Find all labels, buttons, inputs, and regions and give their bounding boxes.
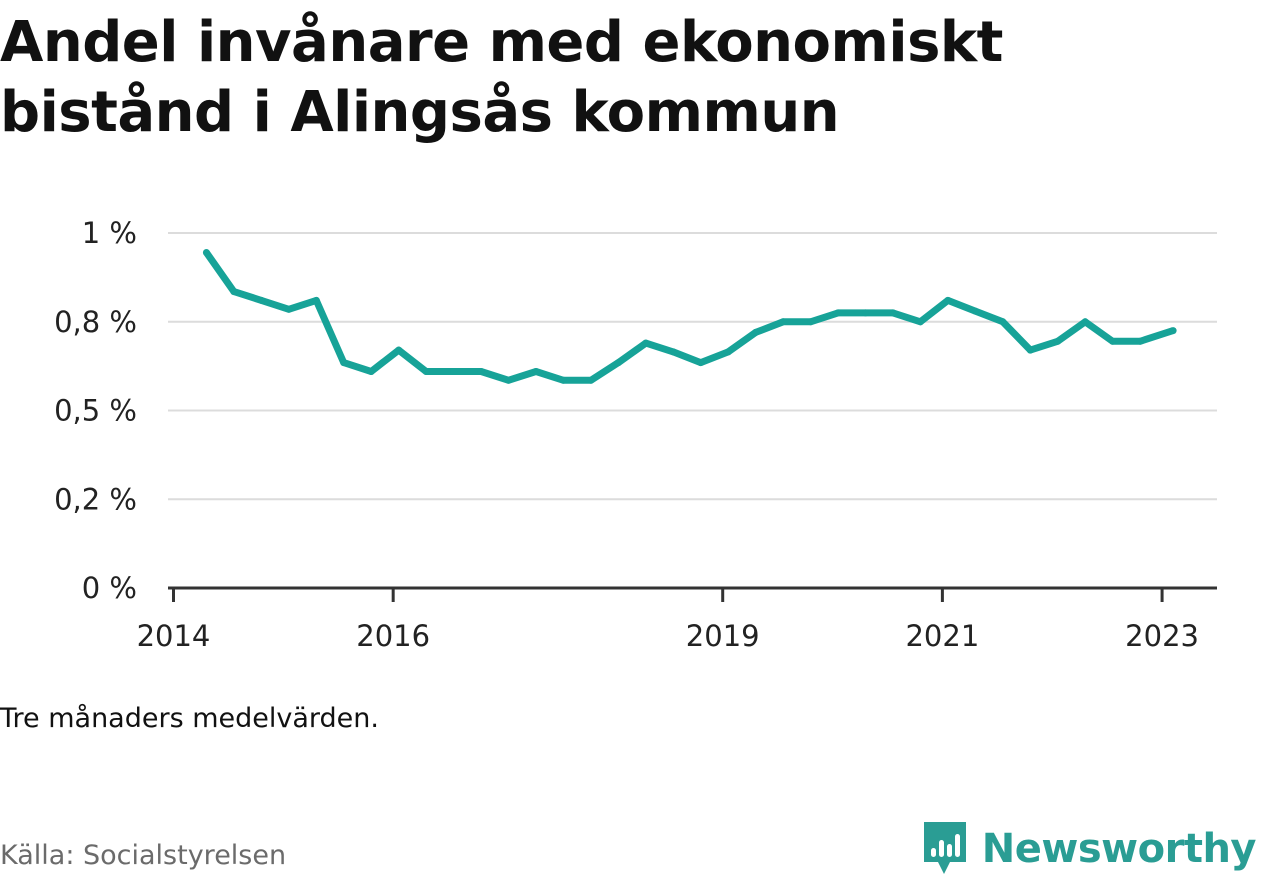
- data-point: [669, 348, 677, 356]
- brand-name: Newsworthy: [981, 826, 1257, 872]
- data-point: [340, 359, 348, 367]
- data-point: [257, 296, 265, 304]
- series-group: [202, 249, 1177, 384]
- newsworthy-logo-icon: [923, 822, 966, 874]
- data-point: [1169, 327, 1177, 335]
- data-point: [724, 348, 732, 356]
- data-point: [559, 376, 567, 384]
- data-point: [312, 296, 320, 304]
- x-tick-label: 2016: [356, 619, 430, 653]
- x-axis: 2014 2016 2019 2021 2023: [137, 586, 1217, 653]
- x-tick-label: 2014: [137, 619, 211, 653]
- data-point: [1081, 318, 1089, 326]
- data-point: [450, 368, 458, 375]
- data-point: [1054, 337, 1062, 345]
- grid-lines: [168, 232, 1217, 501]
- data-point: [422, 368, 430, 375]
- data-point: [916, 318, 924, 326]
- data-point: [889, 309, 897, 317]
- x-tick-label: 2023: [1125, 619, 1199, 653]
- data-point: [614, 359, 622, 367]
- data-point: [971, 307, 979, 315]
- source-label: Källa: Socialstyrelsen: [0, 840, 287, 871]
- x-tick-label: 2019: [686, 619, 760, 653]
- data-point: [807, 318, 815, 326]
- data-point: [642, 339, 650, 347]
- y-tick-label: 0 %: [82, 571, 137, 605]
- y-tick-label: 1 %: [82, 216, 137, 250]
- line-chart: 0 %0,2 %0,5 %0,8 %1 % 2014 2016 2019 2021 20…: [54, 216, 1217, 653]
- chart-note: Tre månaders medelvärden.: [0, 703, 379, 734]
- data-point: [779, 318, 787, 326]
- data-point: [395, 346, 403, 354]
- data-point: [862, 309, 869, 317]
- series-line: [203, 250, 1175, 384]
- data-point: [285, 305, 293, 313]
- data-point: [944, 296, 952, 304]
- data-point: [1109, 337, 1117, 345]
- data-point: [230, 288, 238, 296]
- y-tick-label: 0,8 %: [54, 305, 137, 339]
- y-tick-label: 0,5 %: [54, 394, 137, 428]
- data-point: [367, 368, 375, 375]
- data-point: [202, 249, 210, 256]
- data-point: [697, 359, 705, 367]
- data-point: [505, 376, 512, 384]
- data-point: [1136, 337, 1144, 345]
- data-point: [532, 368, 540, 375]
- data-point: [1026, 346, 1034, 354]
- chart-title: Andel invånare med ekonomiskt bistånd i …: [0, 10, 1003, 145]
- newsworthy-logo[interactable]: Newsworthy: [920, 818, 1257, 880]
- data-point: [752, 328, 760, 336]
- y-axis-tick-labels: 0 % 0,2 % 0,5 % 0,8 % 1 %: [54, 216, 137, 605]
- data-point: [477, 368, 485, 375]
- x-tick-label: 2021: [905, 619, 979, 653]
- data-point: [587, 376, 595, 384]
- data-point: [999, 318, 1007, 326]
- y-tick-label: 0,2 %: [54, 482, 137, 516]
- data-point: [834, 309, 842, 317]
